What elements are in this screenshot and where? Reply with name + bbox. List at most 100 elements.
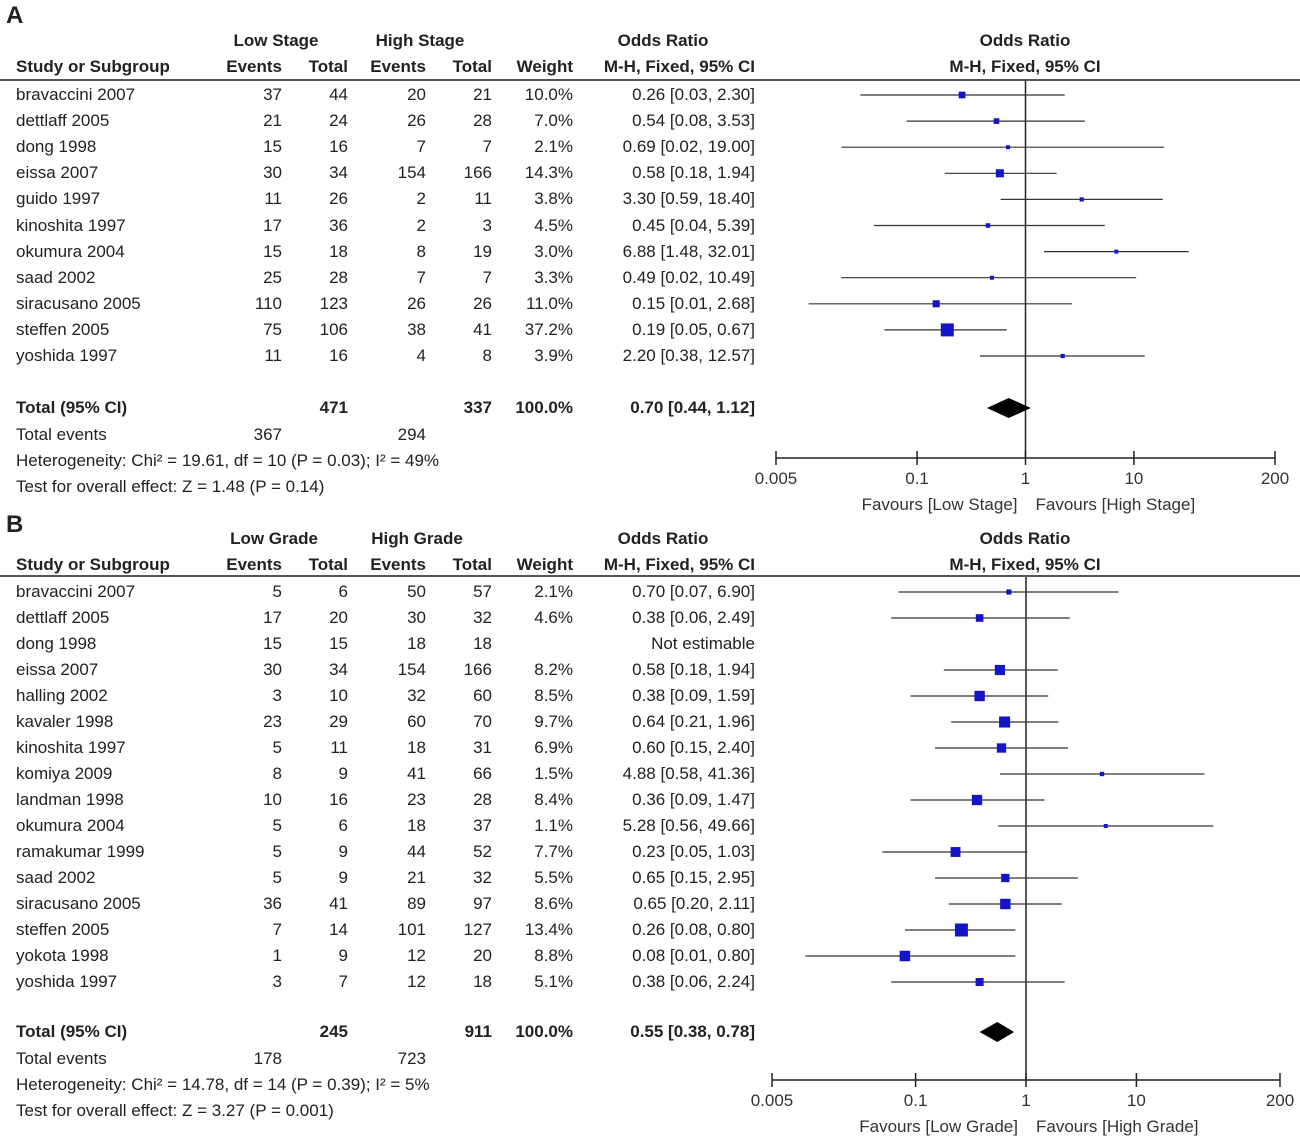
odds-ratio-ci-text: 0.26 [0.03, 2.30]: [632, 85, 755, 104]
high-total: 21: [473, 85, 492, 104]
high-total: 166: [463, 660, 492, 679]
study-name: dettlaff 2005: [16, 608, 110, 627]
low-total: 44: [329, 85, 348, 104]
weight-value: 11.0%: [526, 293, 573, 313]
column-header-low-total: Total: [308, 57, 348, 76]
high-events: 30: [407, 608, 426, 627]
header-divider: [0, 575, 1300, 577]
high-total: 11: [474, 189, 492, 209]
x-tick-label: 1: [1021, 469, 1030, 488]
study-name: yoshida 1997: [16, 972, 118, 991]
low-events: 11: [264, 346, 282, 365]
point-estimate-square: [985, 223, 991, 228]
weight-value: 3.8%: [534, 189, 573, 209]
point-estimate-square: [932, 300, 940, 308]
odds-ratio-ci-text: 0.58 [0.18, 1.94]: [632, 660, 755, 679]
low-total: 10: [329, 686, 348, 705]
group-header-high: High Grade: [371, 529, 463, 548]
weight-value: 4.5%: [534, 215, 573, 235]
odds-ratio-header-left: Odds Ratio: [617, 31, 709, 50]
low-total: 34: [329, 660, 348, 679]
total-high-total: 911: [464, 1022, 492, 1041]
panel-letter: B: [6, 511, 24, 538]
low-events: 15: [263, 137, 282, 157]
study-name: dong 1998: [16, 634, 97, 653]
high-total: 18: [473, 634, 492, 653]
low-total: 15: [329, 634, 348, 653]
low-total: 28: [329, 267, 348, 287]
x-tick-label: 0.1: [905, 469, 929, 488]
total-events-label: Total events: [16, 1049, 107, 1068]
low-events: 25: [263, 267, 282, 287]
high-total: 70: [473, 712, 492, 731]
low-events: 11: [264, 189, 282, 209]
odds-ratio-ci-text: 0.36 [0.09, 1.47]: [632, 790, 755, 809]
low-total: 14: [329, 920, 348, 939]
weight-value: 4.6%: [534, 608, 573, 627]
low-events: 5: [272, 842, 282, 861]
odds-ratio-header-right: Odds Ratio: [979, 529, 1071, 548]
total-ci-text: 0.55 [0.38, 0.78]: [630, 1022, 755, 1041]
forest-plot-svg: 0.005 0.1 1 10 200 Favours [Low Stage] Favours…: [755, 81, 1289, 514]
low-total: 9: [338, 764, 348, 783]
group-header-low: Low Grade: [230, 529, 318, 548]
column-header-high-events: Events: [370, 57, 426, 76]
low-total: 16: [329, 137, 348, 157]
low-events: 5: [272, 582, 282, 601]
low-total: 123: [319, 293, 348, 313]
low-total: 29: [329, 712, 348, 731]
total-events-high: 294: [397, 425, 426, 444]
weight-value: 8.8%: [534, 946, 573, 965]
low-events: 30: [263, 660, 282, 679]
odds-ratio-header-left: Odds Ratio: [617, 529, 709, 548]
high-total: 28: [473, 790, 492, 809]
low-total: 9: [338, 946, 348, 965]
x-tick-label: 0.1: [904, 1091, 928, 1110]
favours-left-label: Favours [Low Stage]: [862, 495, 1018, 514]
odds-ratio-ci-text: Not estimable: [651, 634, 755, 653]
high-events: 7: [416, 267, 426, 287]
summary-diamond: [986, 398, 1031, 418]
column-header-method-left: M-H, Fixed, 95% CI: [603, 57, 755, 76]
high-total: 7: [482, 137, 492, 157]
high-events: 12: [407, 972, 426, 991]
study-name: yoshida 1997: [16, 346, 118, 365]
weight-value: 1.5%: [534, 764, 573, 783]
total-high-total: 337: [463, 398, 492, 417]
odds-ratio-ci-text: 0.19 [0.05, 0.67]: [632, 319, 755, 339]
high-total: 37: [473, 816, 492, 835]
x-tick-label: 0.005: [751, 1091, 794, 1110]
odds-ratio-ci-text: 0.64 [0.21, 1.96]: [632, 712, 755, 731]
odds-ratio-ci-text: 4.88 [0.58, 41.36]: [622, 764, 755, 783]
low-events: 36: [263, 894, 282, 913]
high-events: 21: [407, 868, 426, 887]
low-total: 34: [329, 163, 348, 183]
low-events: 30: [263, 163, 282, 183]
total-weight: 100.0%: [515, 398, 573, 417]
weight-value: 6.9%: [534, 738, 573, 757]
study-name: siracusano 2005: [16, 293, 141, 313]
odds-ratio-ci-text: 0.70 [0.07, 6.90]: [632, 582, 755, 601]
total-label: Total (95% CI): [16, 398, 128, 417]
high-total: 28: [473, 111, 492, 131]
group-header-low: Low Stage: [233, 31, 319, 50]
odds-ratio-ci-text: 0.23 [0.05, 1.03]: [632, 842, 755, 861]
low-events: 7: [272, 920, 282, 939]
odds-ratio-ci-text: 0.26 [0.08, 0.80]: [632, 920, 755, 939]
favours-right-label: Favours [High Grade]: [1036, 1117, 1199, 1136]
high-total: 32: [473, 608, 492, 627]
point-estimate-square: [940, 323, 954, 337]
column-header-low-events: Events: [226, 555, 282, 574]
odds-ratio-ci-text: 2.20 [0.38, 12.57]: [622, 346, 755, 365]
study-name: eissa 2007: [16, 163, 99, 183]
column-header-study: Study or Subgroup: [16, 555, 170, 574]
x-tick-label: 200: [1261, 469, 1289, 488]
high-events: 26: [407, 293, 426, 313]
low-total: 6: [338, 816, 348, 835]
study-name: kinoshita 1997: [16, 215, 126, 235]
study-name: ramakumar 1999: [16, 842, 145, 861]
odds-ratio-ci-text: 0.45 [0.04, 5.39]: [632, 215, 755, 235]
odds-ratio-ci-text: 0.38 [0.09, 1.59]: [632, 686, 755, 705]
total-events-label: Total events: [16, 425, 107, 444]
favours-left-label: Favours [Low Grade]: [859, 1117, 1018, 1136]
